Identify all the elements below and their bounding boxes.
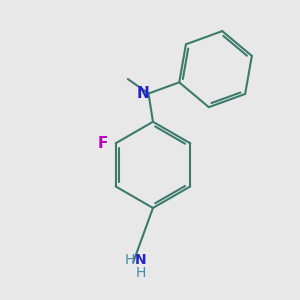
- Text: N: N: [135, 253, 146, 267]
- Text: H: H: [124, 253, 135, 267]
- Text: H: H: [135, 266, 146, 280]
- Text: F: F: [98, 136, 108, 151]
- Text: N: N: [137, 86, 149, 101]
